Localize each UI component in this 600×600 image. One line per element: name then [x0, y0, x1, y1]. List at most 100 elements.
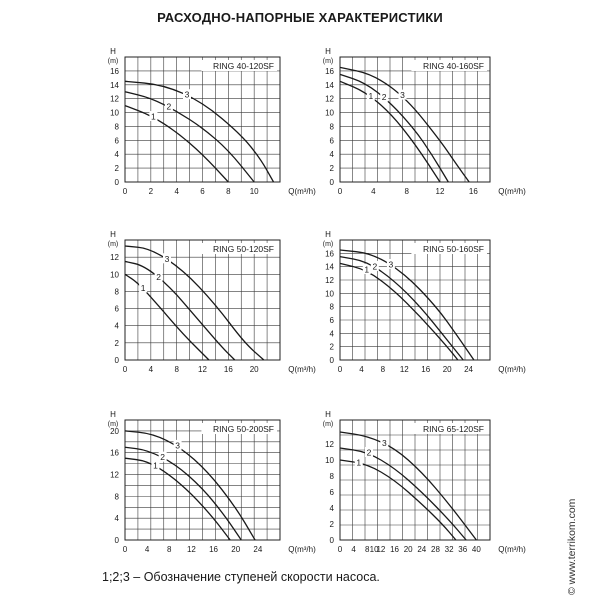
speed-curve-3: [124, 245, 265, 361]
x-axis-label: Q(m³/h): [288, 365, 316, 374]
y-tick-label: 8: [330, 303, 335, 312]
y-tick-label: 8: [115, 492, 120, 501]
speed-curve-2: [339, 256, 464, 361]
x-tick-label: 10: [250, 187, 259, 196]
y-tick-label: 4: [115, 322, 120, 331]
y-tick-label: 10: [325, 289, 334, 298]
x-tick-label: 20: [443, 365, 452, 374]
speed-curve-1: [124, 457, 231, 541]
y-tick-label: 6: [115, 136, 120, 145]
x-tick-label: 0: [338, 545, 343, 554]
y-tick-label: 4: [115, 150, 120, 159]
curve-label-2: 2: [367, 448, 372, 458]
y-tick-label: 16: [110, 449, 119, 458]
y-tick-label: 8: [115, 287, 120, 296]
y-tick-label: 2: [330, 343, 335, 352]
y-tick-label: 10: [110, 109, 119, 118]
x-axis-label: Q(m³/h): [498, 187, 526, 196]
x-tick-label: 0: [338, 187, 343, 196]
x-tick-label: 8: [404, 187, 409, 196]
x-axis-label: Q(m³/h): [498, 545, 526, 554]
y-tick-label: 8: [330, 472, 335, 481]
plot-frame: [339, 419, 491, 541]
y-tick-label: 12: [110, 253, 119, 262]
chart-title-box: [201, 423, 277, 434]
curve-label-1: 1: [151, 112, 156, 122]
speed-curve-3: [339, 431, 477, 541]
x-tick-label: 24: [253, 545, 262, 554]
y-axis-unit: (m): [323, 421, 334, 428]
chart-title-box: [201, 243, 277, 254]
y-tick-label: 10: [110, 270, 119, 279]
curve-label-2: 2: [167, 102, 172, 112]
chart-title-box: [201, 60, 277, 71]
speed-stages-footnote: 1;2;3 – Обозначение ступеней скорости на…: [102, 570, 380, 584]
x-tick-label: 36: [458, 545, 467, 554]
curve-label-bg: [354, 456, 363, 467]
y-axis-label: H: [325, 47, 331, 56]
curve-label-3: 3: [382, 438, 387, 448]
x-tick-label: 2: [149, 187, 154, 196]
x-tick-label: 8: [226, 187, 231, 196]
x-tick-label: 12: [187, 545, 196, 554]
curve-label-bg: [364, 447, 373, 457]
y-tick-label: 10: [325, 109, 334, 118]
x-tick-label: 24: [464, 365, 473, 374]
curve-label-bg: [398, 89, 407, 100]
x-axis-label: Q(m³/h): [288, 187, 316, 196]
speed-curve-1: [124, 273, 210, 361]
plot-frame: [339, 56, 491, 183]
y-axis-label: H: [110, 410, 116, 419]
x-tick-label: 12: [436, 187, 445, 196]
curve-label-bg: [149, 111, 158, 121]
y-tick-label: 0: [330, 536, 335, 545]
curve-label-1: 1: [368, 91, 373, 101]
y-tick-label: 6: [115, 305, 120, 314]
x-tick-label: 12: [198, 365, 207, 374]
x-tick-label: 4: [149, 365, 154, 374]
x-tick-label: 20: [231, 545, 240, 554]
x-tick-label: 20: [404, 545, 413, 554]
curve-label-3: 3: [185, 90, 190, 100]
y-axis-unit: (m): [108, 241, 119, 248]
y-tick-label: 0: [115, 356, 120, 365]
curve-label-3: 3: [389, 260, 394, 270]
y-tick-label: 12: [325, 440, 334, 449]
curve-label-bg: [154, 271, 163, 282]
x-tick-label: 12: [376, 545, 385, 554]
curve-label-bg: [151, 460, 160, 471]
x-axis-label: Q(m³/h): [498, 365, 526, 374]
watermark: © www.terrikom.com: [566, 498, 578, 595]
y-axis-unit: (m): [323, 58, 334, 65]
y-tick-label: 16: [110, 67, 119, 76]
curve-label-3: 3: [175, 440, 180, 450]
curve-label-bg: [164, 101, 173, 112]
curve-label-bg: [380, 437, 389, 448]
y-tick-label: 14: [325, 263, 334, 272]
plot-frame: [339, 239, 491, 361]
x-tick-label: 0: [123, 545, 128, 554]
curve-label-3: 3: [165, 254, 170, 264]
x-tick-label: 8: [381, 365, 386, 374]
plot-frame: [124, 419, 281, 541]
x-tick-label: 12: [400, 365, 409, 374]
curve-label-bg: [139, 282, 148, 293]
x-tick-label: 4: [145, 545, 150, 554]
x-tick-label: 10: [370, 545, 379, 554]
curve-label-2: 2: [160, 452, 165, 462]
y-tick-label: 14: [325, 81, 334, 90]
y-tick-label: 0: [115, 536, 120, 545]
curve-label-bg: [366, 90, 375, 101]
curve-label-2: 2: [372, 261, 377, 271]
y-tick-label: 4: [330, 150, 335, 159]
y-tick-label: 2: [330, 164, 335, 173]
y-tick-label: 6: [330, 316, 335, 325]
curve-label-2: 2: [156, 272, 161, 282]
plot-frame: [124, 56, 281, 183]
y-tick-label: 8: [330, 122, 335, 131]
y-tick-label: 16: [325, 67, 334, 76]
curve-label-1: 1: [364, 265, 369, 275]
